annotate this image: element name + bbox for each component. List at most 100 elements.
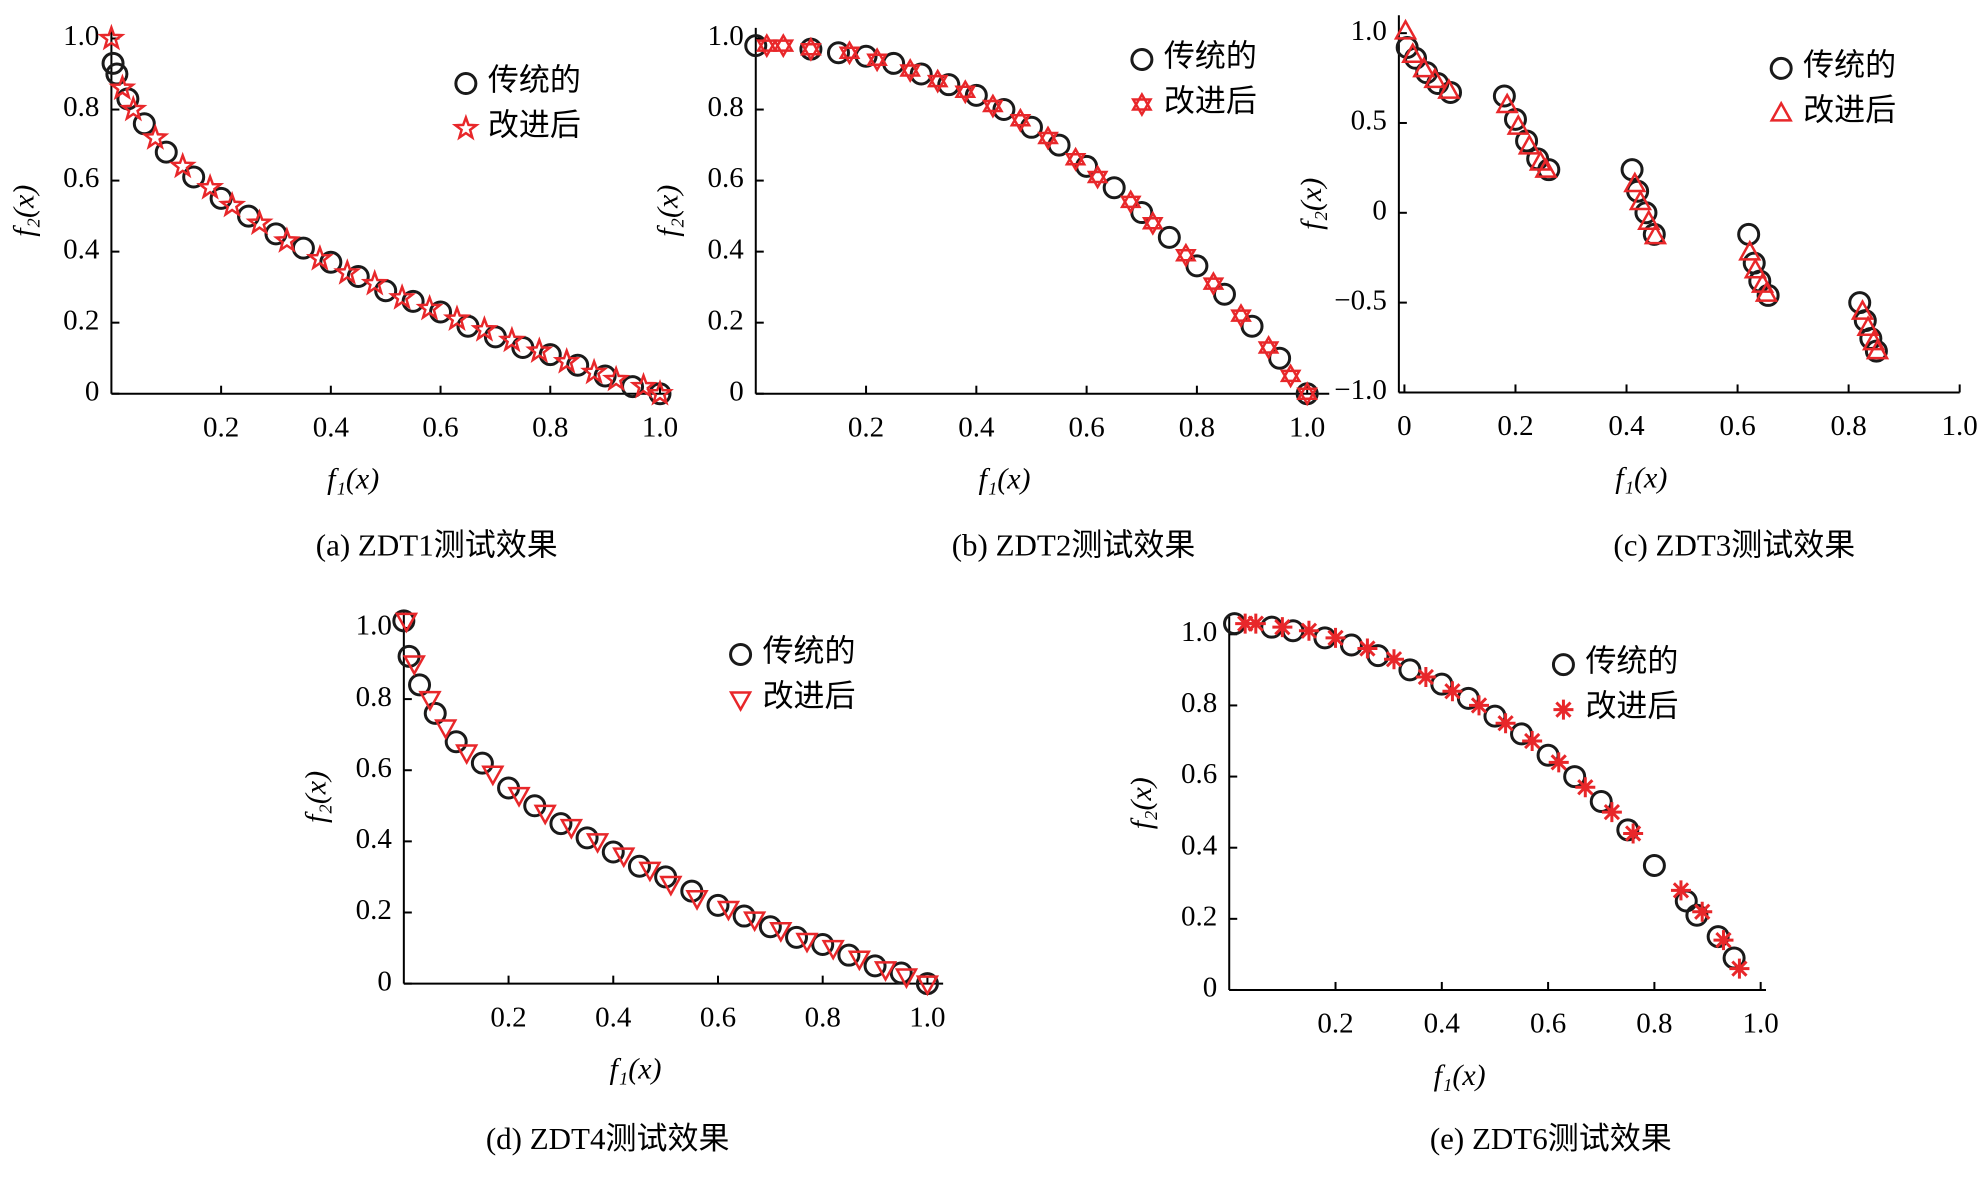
- marker: [196, 172, 225, 200]
- marker: [837, 943, 861, 967]
- marker: [1383, 649, 1404, 670]
- marker: [507, 786, 531, 808]
- marker: [1442, 681, 1463, 702]
- marker: [593, 364, 617, 388]
- marker: [964, 83, 988, 107]
- marker: [552, 346, 581, 374]
- marker: [1506, 114, 1530, 135]
- x-tick-label: 0.4: [1424, 1008, 1461, 1040]
- marker: [1553, 699, 1574, 720]
- marker: [1272, 617, 1293, 638]
- y-tick-label: 0.2: [356, 894, 392, 926]
- x-tick-label: 1.0: [1743, 1008, 1779, 1040]
- x-tick-label: 1.0: [1289, 411, 1325, 443]
- marker: [580, 357, 609, 385]
- marker: [638, 861, 662, 883]
- panel: 0.2 0.4 0.6 0.8 1.0 0 0.2 0.4 0.6 0.8 1.0 f₁(x) f₂(x…: [1125, 612, 1779, 1156]
- y-tick-label: 0.8: [708, 91, 744, 123]
- marker: [1754, 281, 1779, 302]
- marker: [1495, 713, 1516, 734]
- y-tick-label: 0: [377, 965, 392, 997]
- marker: [1298, 620, 1319, 641]
- marker: [873, 961, 898, 982]
- y-tick-label: 0.6: [1181, 758, 1217, 790]
- marker: [455, 744, 479, 766]
- marker: [1743, 257, 1767, 279]
- y-tick-label: 0.6: [63, 162, 99, 194]
- marker: [863, 954, 887, 978]
- y-axis-label: f₂(x): [1125, 777, 1158, 829]
- marker: [1175, 242, 1197, 268]
- marker: [264, 222, 288, 246]
- marker: [1141, 210, 1164, 236]
- marker: [394, 612, 419, 634]
- y-tick-label: 1.0: [708, 20, 744, 52]
- marker: [1019, 115, 1043, 139]
- marker: [1325, 627, 1346, 648]
- caption: (c) ZDT3测试效果: [1613, 527, 1855, 562]
- legend-label: 改进后: [1803, 92, 1896, 127]
- marker: [141, 123, 170, 150]
- marker: [800, 36, 822, 62]
- marker: [838, 40, 861, 66]
- marker: [585, 833, 610, 854]
- marker: [101, 51, 125, 75]
- marker: [1357, 638, 1378, 659]
- x-tick-label: 0.4: [958, 411, 995, 443]
- panel: 0.2 0.4 0.6 0.8 1.0 0 0.2 0.4 0.6 0.8 1.0 f₁(x) f₂(x…: [652, 20, 1330, 562]
- x-tick-label: 0.2: [848, 411, 884, 443]
- marker: [1257, 334, 1280, 361]
- legend-label: 改进后: [1585, 689, 1678, 724]
- caption: (a) ZDT1测试效果: [316, 527, 558, 562]
- y-tick-label: 0.8: [356, 681, 392, 713]
- marker: [1131, 91, 1153, 118]
- x-axis-label: f₁(x): [978, 463, 1030, 496]
- marker: [408, 673, 432, 697]
- legend-label: 传统的: [488, 63, 581, 98]
- marker: [1522, 730, 1543, 751]
- marker: [1534, 157, 1558, 178]
- y-tick-label: 0.2: [708, 304, 744, 336]
- x-tick-label: 0.2: [203, 411, 239, 443]
- caption: (e) ZDT6测试效果: [1430, 1121, 1672, 1156]
- marker: [454, 72, 478, 96]
- marker: [481, 765, 505, 787]
- y-tick-label: −0.5: [1334, 284, 1387, 316]
- x-tick-label: 0.8: [1831, 410, 1867, 442]
- marker: [1064, 146, 1087, 172]
- marker: [1245, 613, 1266, 634]
- marker: [612, 847, 636, 869]
- marker: [1086, 164, 1109, 190]
- marker: [937, 73, 961, 97]
- marker: [154, 140, 178, 164]
- marker: [889, 961, 913, 985]
- panel: 0.2 0.4 0.6 0.8 1.0 0 0.2 0.4 0.6 0.8 1.0 f₁(x) f₂(x…: [7, 20, 678, 562]
- marker: [1601, 802, 1622, 823]
- marker: [1850, 299, 1875, 320]
- marker: [769, 922, 793, 943]
- y-tick-label: 0.4: [708, 233, 745, 265]
- marker: [602, 364, 631, 392]
- marker: [1643, 223, 1668, 245]
- legend-label: 改进后: [488, 108, 581, 143]
- y-tick-label: 0.4: [63, 233, 100, 265]
- marker: [1437, 78, 1461, 99]
- y-tick-label: 0.4: [1181, 829, 1218, 861]
- legend-label: 改进后: [763, 679, 856, 714]
- x-axis-label: f₁(x): [609, 1053, 661, 1086]
- marker: [847, 950, 871, 972]
- marker: [1729, 958, 1750, 979]
- x-tick-label: 0.4: [313, 411, 350, 443]
- marker: [728, 691, 753, 713]
- marker: [1856, 315, 1880, 337]
- y-tick-label: 1.0: [356, 610, 392, 642]
- marker: [538, 343, 562, 367]
- marker: [811, 933, 835, 957]
- marker: [218, 190, 247, 218]
- y-tick-label: 0: [85, 375, 100, 407]
- marker: [1492, 84, 1516, 108]
- marker: [601, 840, 625, 864]
- marker: [1202, 271, 1225, 297]
- marker: [755, 33, 778, 59]
- marker: [470, 751, 494, 775]
